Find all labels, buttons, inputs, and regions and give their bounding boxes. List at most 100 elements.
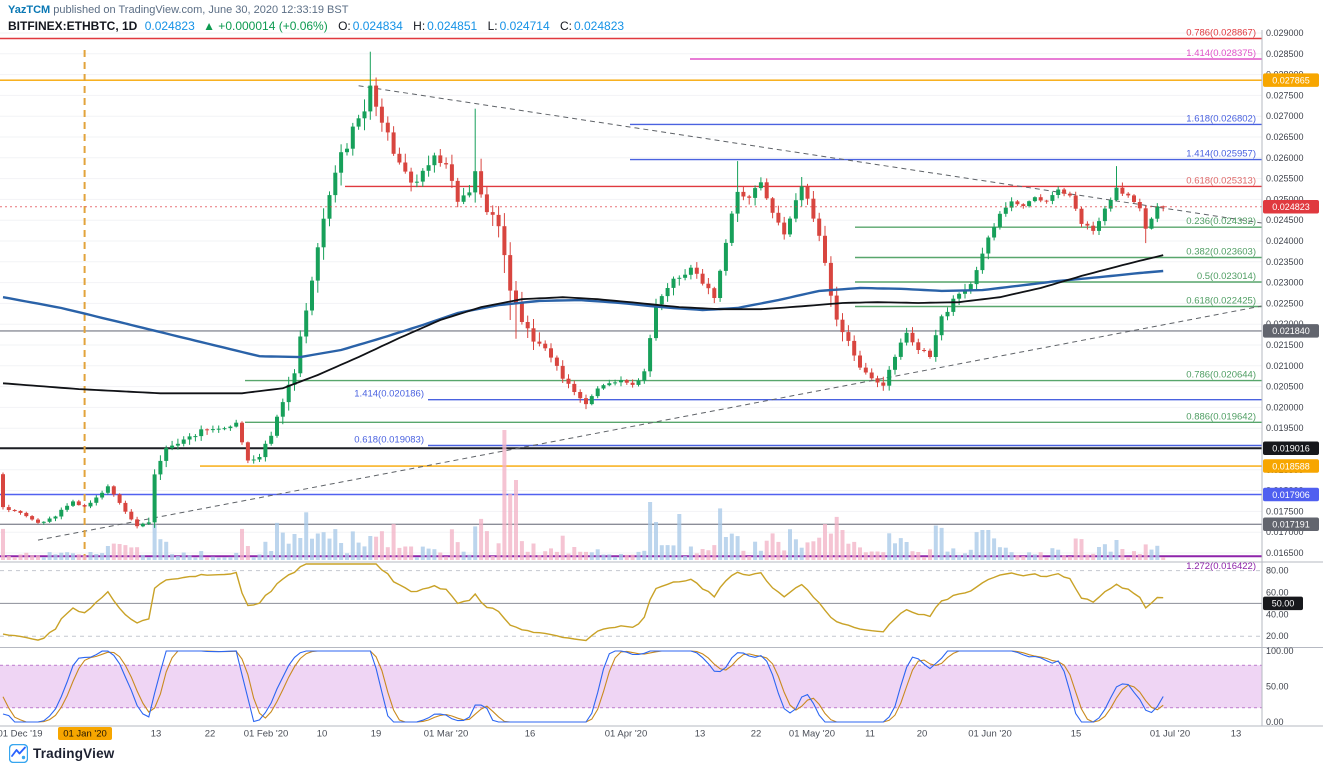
svg-text:50.00: 50.00 — [1266, 682, 1289, 692]
svg-text:0.021840: 0.021840 — [1272, 326, 1310, 336]
svg-text:100.00: 100.00 — [1266, 646, 1294, 656]
svg-text:0.024500: 0.024500 — [1266, 215, 1304, 225]
price-grid — [0, 32, 1262, 554]
svg-text:0.021000: 0.021000 — [1266, 361, 1304, 371]
svg-text:0.027865: 0.027865 — [1272, 76, 1310, 86]
svg-text:0.021500: 0.021500 — [1266, 340, 1304, 350]
svg-text:0.016500: 0.016500 — [1266, 548, 1304, 558]
svg-text:1.414(0.020186): 1.414(0.020186) — [354, 389, 424, 400]
svg-text:0.017906: 0.017906 — [1272, 490, 1310, 500]
rsi-panel — [0, 563, 1262, 642]
svg-text:0.027000: 0.027000 — [1266, 111, 1304, 121]
svg-text:1.414(0.025957): 1.414(0.025957) — [1186, 149, 1256, 160]
stoch-k-line — [2, 650, 1164, 723]
svg-text:0.020000: 0.020000 — [1266, 402, 1304, 412]
svg-text:01 Jan '20: 01 Jan '20 — [63, 729, 107, 740]
svg-text:0.023500: 0.023500 — [1266, 257, 1304, 267]
publisher-name: YazTCM — [8, 4, 51, 16]
svg-text:1.414(0.028375): 1.414(0.028375) — [1186, 48, 1256, 59]
svg-text:0.029000: 0.029000 — [1266, 28, 1304, 38]
svg-text:0.786(0.020644): 0.786(0.020644) — [1186, 370, 1256, 381]
symbol-line: BITFINEX:ETHBTC, 1D 0.024823 ▲ +0.000014… — [8, 19, 624, 33]
svg-text:01 Feb '20: 01 Feb '20 — [244, 729, 289, 740]
svg-text:40.00: 40.00 — [1266, 609, 1289, 619]
svg-text:22: 22 — [205, 729, 216, 740]
high-value: 0.024851 — [427, 19, 478, 33]
svg-text:0.382(0.023603): 0.382(0.023603) — [1186, 247, 1256, 258]
svg-text:0.022500: 0.022500 — [1266, 298, 1304, 308]
open-value: 0.024834 — [352, 19, 403, 33]
date-axis: 01 Dec '19 01 Jan '20 13 22 01 Feb '20 10 19 01… — [0, 727, 1241, 740]
svg-text:0.786(0.028867): 0.786(0.028867) — [1186, 28, 1256, 39]
volume-bars — [1, 430, 1166, 560]
tradingview-logo-icon — [9, 744, 28, 763]
svg-text:01 May '20: 01 May '20 — [789, 729, 835, 740]
chart-header: YazTCM published on TradingView.com, Jun… — [8, 4, 624, 33]
svg-text:60.00: 60.00 — [1266, 587, 1289, 597]
svg-text:20.00: 20.00 — [1266, 631, 1289, 641]
tradingview-logo[interactable]: TradingView — [9, 744, 114, 763]
svg-text:01 Dec '19: 01 Dec '19 — [0, 729, 43, 740]
svg-text:0.017191: 0.017191 — [1272, 520, 1310, 530]
svg-text:1.618(0.026802): 1.618(0.026802) — [1186, 113, 1256, 124]
svg-text:0.236(0.024332): 0.236(0.024332) — [1186, 216, 1256, 227]
ma-blue — [2, 269, 1164, 359]
svg-text:19: 19 — [371, 729, 382, 740]
svg-text:0.018588: 0.018588 — [1272, 461, 1310, 471]
published-line: YazTCM published on TradingView.com, Jun… — [8, 4, 624, 16]
svg-text:0.5(0.023014): 0.5(0.023014) — [1197, 271, 1256, 282]
svg-text:15: 15 — [1071, 729, 1082, 740]
svg-text:0.618(0.019083): 0.618(0.019083) — [354, 435, 424, 446]
svg-text:01 Jul '20: 01 Jul '20 — [1150, 729, 1190, 740]
svg-text:0.017500: 0.017500 — [1266, 506, 1304, 516]
svg-text:01 Apr '20: 01 Apr '20 — [605, 729, 648, 740]
svg-text:20: 20 — [917, 729, 928, 740]
svg-text:80.00: 80.00 — [1266, 566, 1289, 576]
moving-averages — [2, 254, 1164, 395]
last-price-value: 0.024823 — [144, 19, 195, 33]
svg-text:0.886(0.019642): 0.886(0.019642) — [1186, 411, 1256, 422]
svg-text:0.025000: 0.025000 — [1266, 194, 1304, 204]
svg-text:13: 13 — [695, 729, 706, 740]
close-value: 0.024823 — [573, 19, 625, 33]
svg-text:0.023000: 0.023000 — [1266, 278, 1304, 288]
svg-text:0.028500: 0.028500 — [1266, 49, 1304, 59]
candlesticks — [1, 51, 1166, 529]
svg-text:16: 16 — [525, 729, 536, 740]
price-axis: 0.0290000.0285000.0280000.0275000.027000… — [1263, 28, 1319, 727]
svg-text:0.027500: 0.027500 — [1266, 90, 1304, 100]
svg-text:0.025500: 0.025500 — [1266, 174, 1304, 184]
svg-text:13: 13 — [151, 729, 162, 740]
level-labels: 0.786(0.028867) 1.414(0.028375) 1.618(0.02… — [354, 28, 1256, 573]
svg-text:0.618(0.025313): 0.618(0.025313) — [1186, 175, 1256, 186]
svg-text:22: 22 — [751, 729, 762, 740]
svg-text:01 Mar '20: 01 Mar '20 — [424, 729, 469, 740]
low-value: 0.024714 — [499, 19, 550, 33]
close-label: C: — [559, 19, 572, 33]
published-note: published on TradingView.com, June 30, 2… — [50, 4, 349, 16]
svg-text:10: 10 — [317, 729, 328, 740]
svg-text:11: 11 — [865, 729, 875, 740]
svg-text:0.026000: 0.026000 — [1266, 153, 1304, 163]
symbol-interval: BITFINEX:ETHBTC, 1D — [8, 19, 138, 33]
svg-text:1.272(0.016422): 1.272(0.016422) — [1186, 561, 1256, 572]
price-change: ▲ +0.000014 (+0.06%) — [203, 19, 328, 33]
svg-text:0.024823: 0.024823 — [1272, 202, 1310, 212]
low-label: L: — [487, 19, 498, 33]
svg-text:0.019500: 0.019500 — [1266, 423, 1304, 433]
svg-text:0.024000: 0.024000 — [1266, 236, 1304, 246]
tradingview-logo-text: TradingView — [33, 746, 115, 761]
svg-text:13: 13 — [1231, 729, 1242, 740]
svg-text:0.026500: 0.026500 — [1266, 132, 1304, 142]
svg-text:0.020500: 0.020500 — [1266, 382, 1304, 392]
rsi-line — [2, 563, 1164, 642]
svg-text:0.017000: 0.017000 — [1266, 527, 1304, 537]
stoch-panel — [0, 650, 1262, 723]
ma-black — [2, 254, 1164, 395]
open-label: O: — [338, 19, 351, 33]
svg-text:0.618(0.022425): 0.618(0.022425) — [1186, 296, 1256, 307]
svg-text:01 Jun '20: 01 Jun '20 — [968, 729, 1012, 740]
svg-text:50.00: 50.00 — [1272, 599, 1295, 609]
